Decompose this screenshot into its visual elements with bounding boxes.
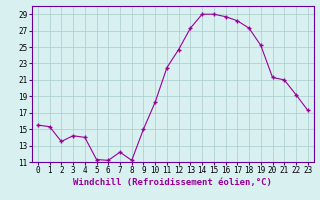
X-axis label: Windchill (Refroidissement éolien,°C): Windchill (Refroidissement éolien,°C) [73, 178, 272, 187]
